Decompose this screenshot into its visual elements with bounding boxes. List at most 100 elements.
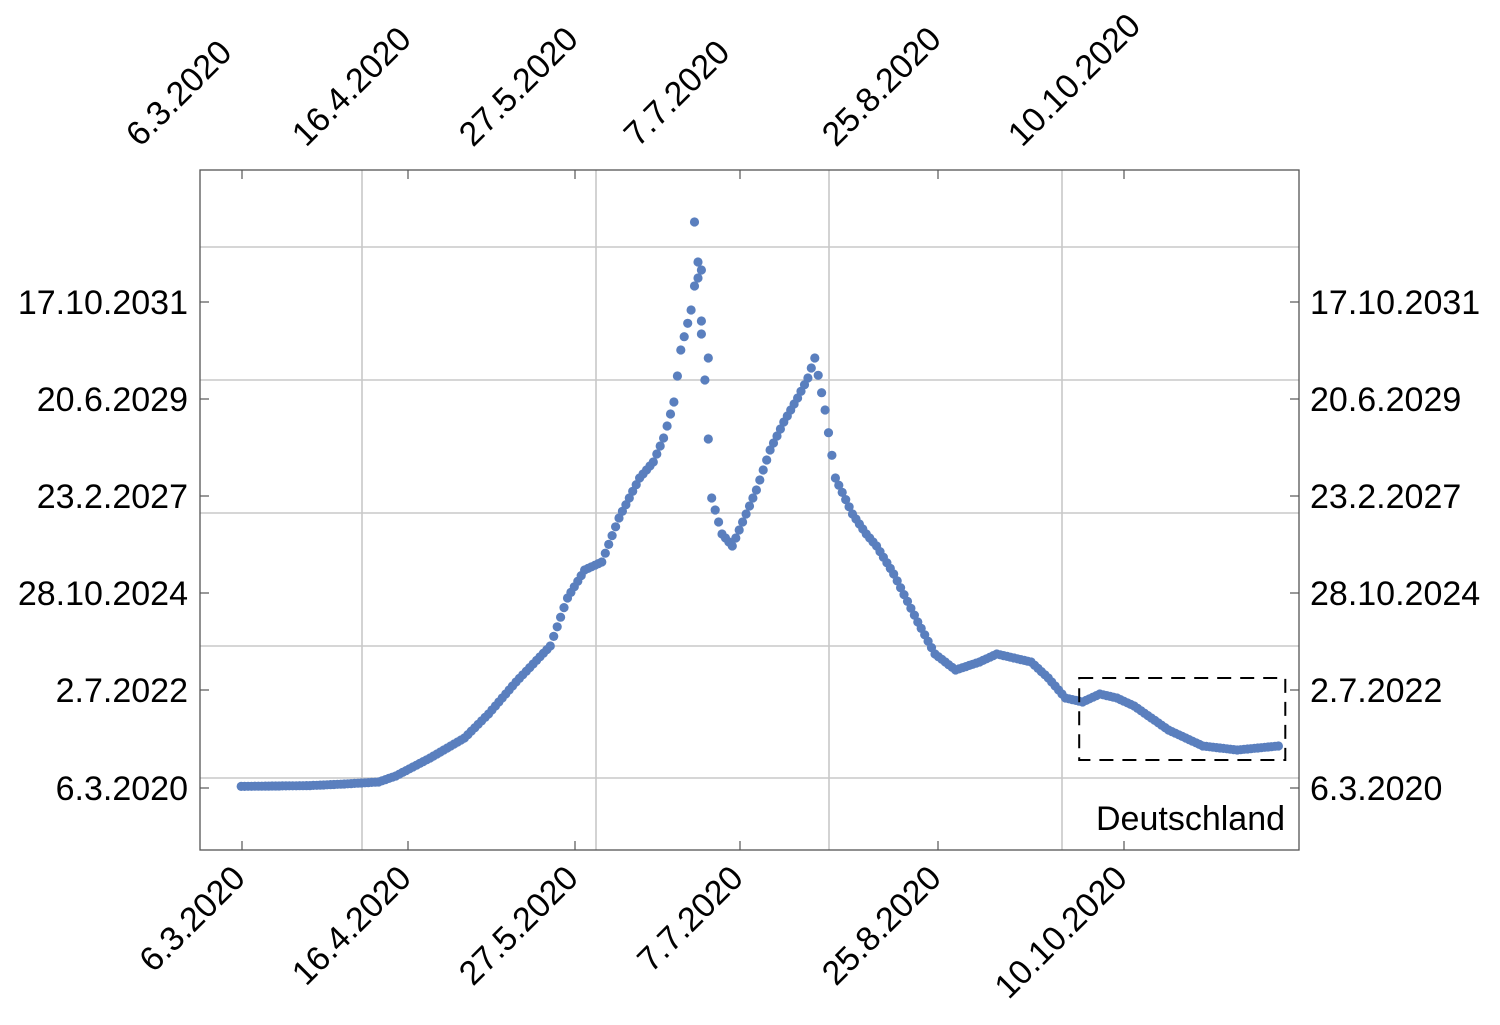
data-point [768,438,779,448]
x-tick-label-top: 7.7.2020 [617,33,737,153]
data-point [710,505,720,515]
x-tick-label: 16.4.2020 [285,859,419,993]
data-point [662,421,672,431]
y-tick-label-right: 6.3.2020 [1310,770,1442,808]
x-tick-label-top: 25.8.2020 [815,20,949,154]
data-points [236,217,1283,792]
data-point [744,501,755,511]
data-point [689,217,700,227]
plot-frame [199,169,1300,851]
data-point [803,373,813,383]
region-label: Deutschland [1096,800,1285,838]
data-point [762,455,772,465]
data-point [806,363,816,373]
data-point [834,480,844,490]
x-tick-labels-bottom: 6.3.2020 16.4.2020 27.5.2020 7.7.2020 25.8.2… [132,859,1134,1006]
x-tick-label: 10.10.2020 [987,859,1134,1006]
data-point [727,541,737,551]
data-point [823,428,834,438]
data-point [765,445,775,455]
data-point [679,332,689,342]
data-point [611,522,621,532]
x-tick-label-top: 16.4.2020 [285,20,419,154]
data-point [545,641,555,651]
data-point [906,603,916,613]
data-point [909,610,920,620]
data-point [552,622,562,632]
data-point [748,493,758,503]
data-point [659,433,669,443]
data-point [703,434,713,444]
y-tick-label: 17.10.2031 [18,284,188,322]
data-point [693,257,703,267]
y-tick-label: 6.3.2020 [56,770,188,808]
data-point [741,509,751,519]
data-point [696,329,707,339]
data-point [655,441,665,451]
x-tick-label: 27.5.2020 [452,859,586,993]
x-tick-labels-top: 6.3.2020 16.4.2020 27.5.2020 7.7.2020 25.8.2… [119,6,1148,153]
data-point [899,590,909,600]
data-point [896,583,906,593]
y-tick-labels-right: 6.3.2020 2.7.2022 28.10.2024 23.2.2027 20.6.… [1310,284,1480,808]
data-point [696,316,707,326]
data-point [758,465,768,475]
data-point [559,603,569,613]
data-point [669,397,679,407]
data-point [837,487,847,497]
zoom-region-box [1078,677,1287,761]
data-point [672,371,683,381]
data-point [820,405,830,415]
data-point [686,305,696,315]
data-point [683,318,693,328]
y-tick-label-right: 23.2.2027 [1310,478,1461,516]
data-point [738,517,748,527]
data-point [696,265,707,275]
data-point [1273,741,1283,751]
x-tick-label-top: 10.10.2020 [1001,6,1148,153]
data-point [676,345,686,355]
data-point [689,281,700,291]
data-point [607,531,617,541]
data-point [751,485,762,495]
data-point [700,375,710,385]
y-tick-label: 28.10.2024 [18,575,188,613]
data-point [813,370,823,380]
data-point [731,533,741,543]
y-tick-label-right: 28.10.2024 [1310,575,1480,613]
x-tick-label-top: 27.5.2020 [452,20,586,154]
data-point [597,557,607,567]
data-point [556,612,566,622]
x-tick-label: 7.7.2020 [630,859,750,979]
data-point [648,457,658,467]
data-point [775,424,786,434]
y-tick-labels-left: 6.3.2020 2.7.2022 28.10.2024 23.2.2027 20.6.… [18,284,188,808]
y-tick-label-right: 20.6.2029 [1310,381,1461,419]
y-tick-label-right: 17.10.2031 [1310,284,1480,322]
data-point [830,473,841,483]
y-tick-label: 23.2.2027 [37,478,188,516]
x-tick-label: 25.8.2020 [815,859,949,993]
data-point [755,475,765,485]
data-point [665,409,676,419]
data-point [772,431,782,441]
data-point [600,548,610,558]
data-point [810,353,820,363]
data-point [714,517,724,527]
axis-ticks [200,170,1299,850]
y-tick-label-right: 2.7.2022 [1310,672,1442,710]
data-point [844,502,854,512]
data-point [604,539,614,550]
x-tick-label-top: 6.3.2020 [119,33,239,153]
data-point [652,449,662,459]
data-point [707,493,717,503]
data-point [889,569,899,579]
data-point [734,525,744,535]
data-point [549,631,559,642]
data-point [841,495,851,505]
data-point [902,596,913,607]
data-point [703,353,713,363]
y-tick-label: 20.6.2029 [37,381,188,419]
data-point [817,388,827,398]
data-point [693,273,703,283]
